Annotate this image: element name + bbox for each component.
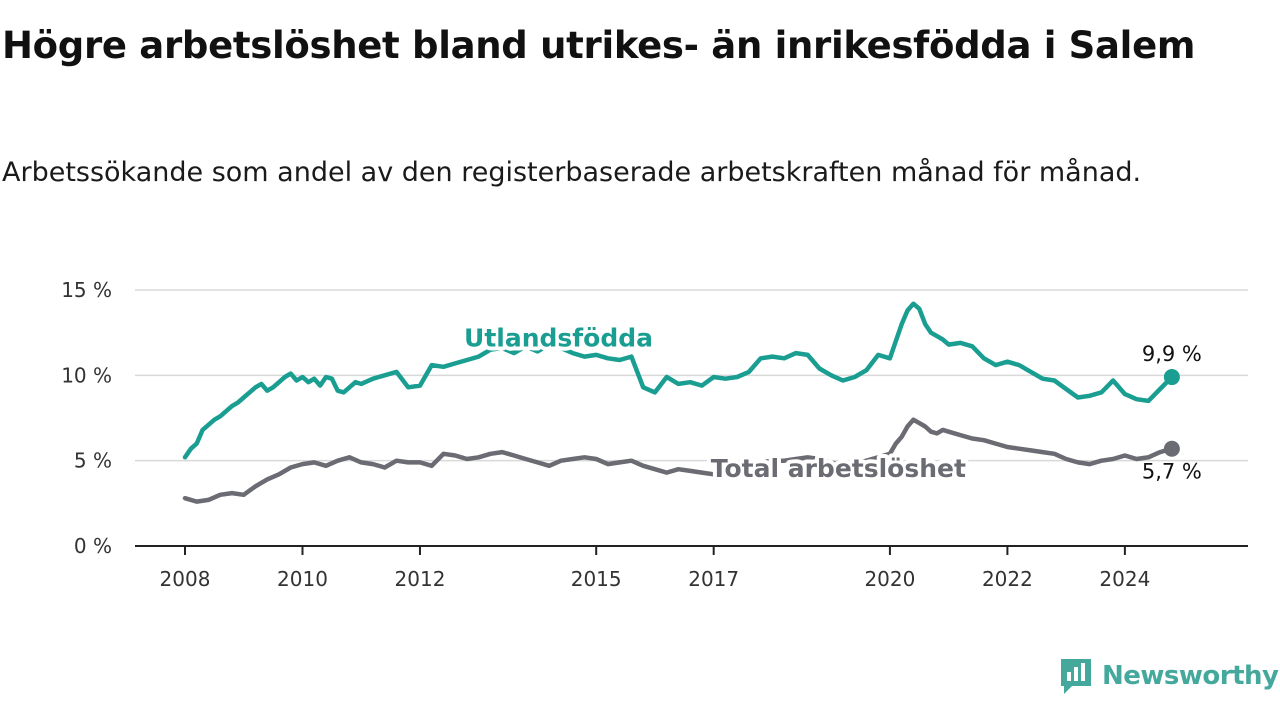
series-line-1 — [182, 417, 1175, 504]
end-value-label: 9,9 % — [1142, 342, 1202, 366]
gridlines — [135, 289, 1248, 462]
series-end-point-1 — [1163, 440, 1180, 457]
series-name-label: Total arbetslöshet — [711, 454, 966, 483]
x-tick-label: 2015 — [571, 567, 622, 591]
y-tick-label: 10 % — [61, 363, 112, 387]
series-name-label: Utlandsfödda — [464, 323, 653, 352]
chart-subtitle: Arbetssökande som andel av den registerb… — [2, 157, 1142, 188]
end-value-label: 5,7 % — [1142, 460, 1202, 484]
y-axis: 0 % 5 % 10 % 15 % — [61, 278, 112, 558]
series-name-halo: Total arbetslöshet — [711, 454, 966, 483]
chart-title: Högre arbetslöshet bland utrikes- än inr… — [2, 24, 1196, 67]
series-end-point-0 — [1163, 369, 1180, 386]
x-tick-label: 2022 — [982, 567, 1033, 591]
y-tick-label: 15 % — [61, 278, 112, 302]
x-tick-label: 2010 — [277, 567, 328, 591]
x-tick-label: 2012 — [395, 567, 446, 591]
x-tick-label: 2008 — [160, 567, 211, 591]
brand-name: Newsworthy — [1102, 661, 1279, 691]
x-axis: 2008 2010 2012 2015 2017 2020 2022 2024 — [135, 545, 1248, 591]
x-tick-label: 2020 — [864, 567, 915, 591]
newsworthy-logo-icon — [1061, 659, 1091, 694]
x-tick-label: 2017 — [688, 567, 739, 591]
series-labels: 9,9 %5,7 %UtlandsföddaUtlandsföddaTotal … — [460, 319, 1202, 487]
y-tick-label: 5 % — [74, 449, 112, 473]
series-line-0 — [182, 301, 1175, 460]
series-lines — [182, 301, 1180, 504]
x-tick-label: 2024 — [1099, 567, 1150, 591]
y-tick-label: 0 % — [74, 534, 112, 558]
series-name-halo: Utlandsfödda — [464, 323, 653, 352]
newsworthy-logo[interactable]: Newsworthy — [1058, 654, 1279, 698]
line-chart: 0 %5 %10 %15 % 2008 2010 2012 2015 2017 2020 2… — [61, 278, 1248, 591]
